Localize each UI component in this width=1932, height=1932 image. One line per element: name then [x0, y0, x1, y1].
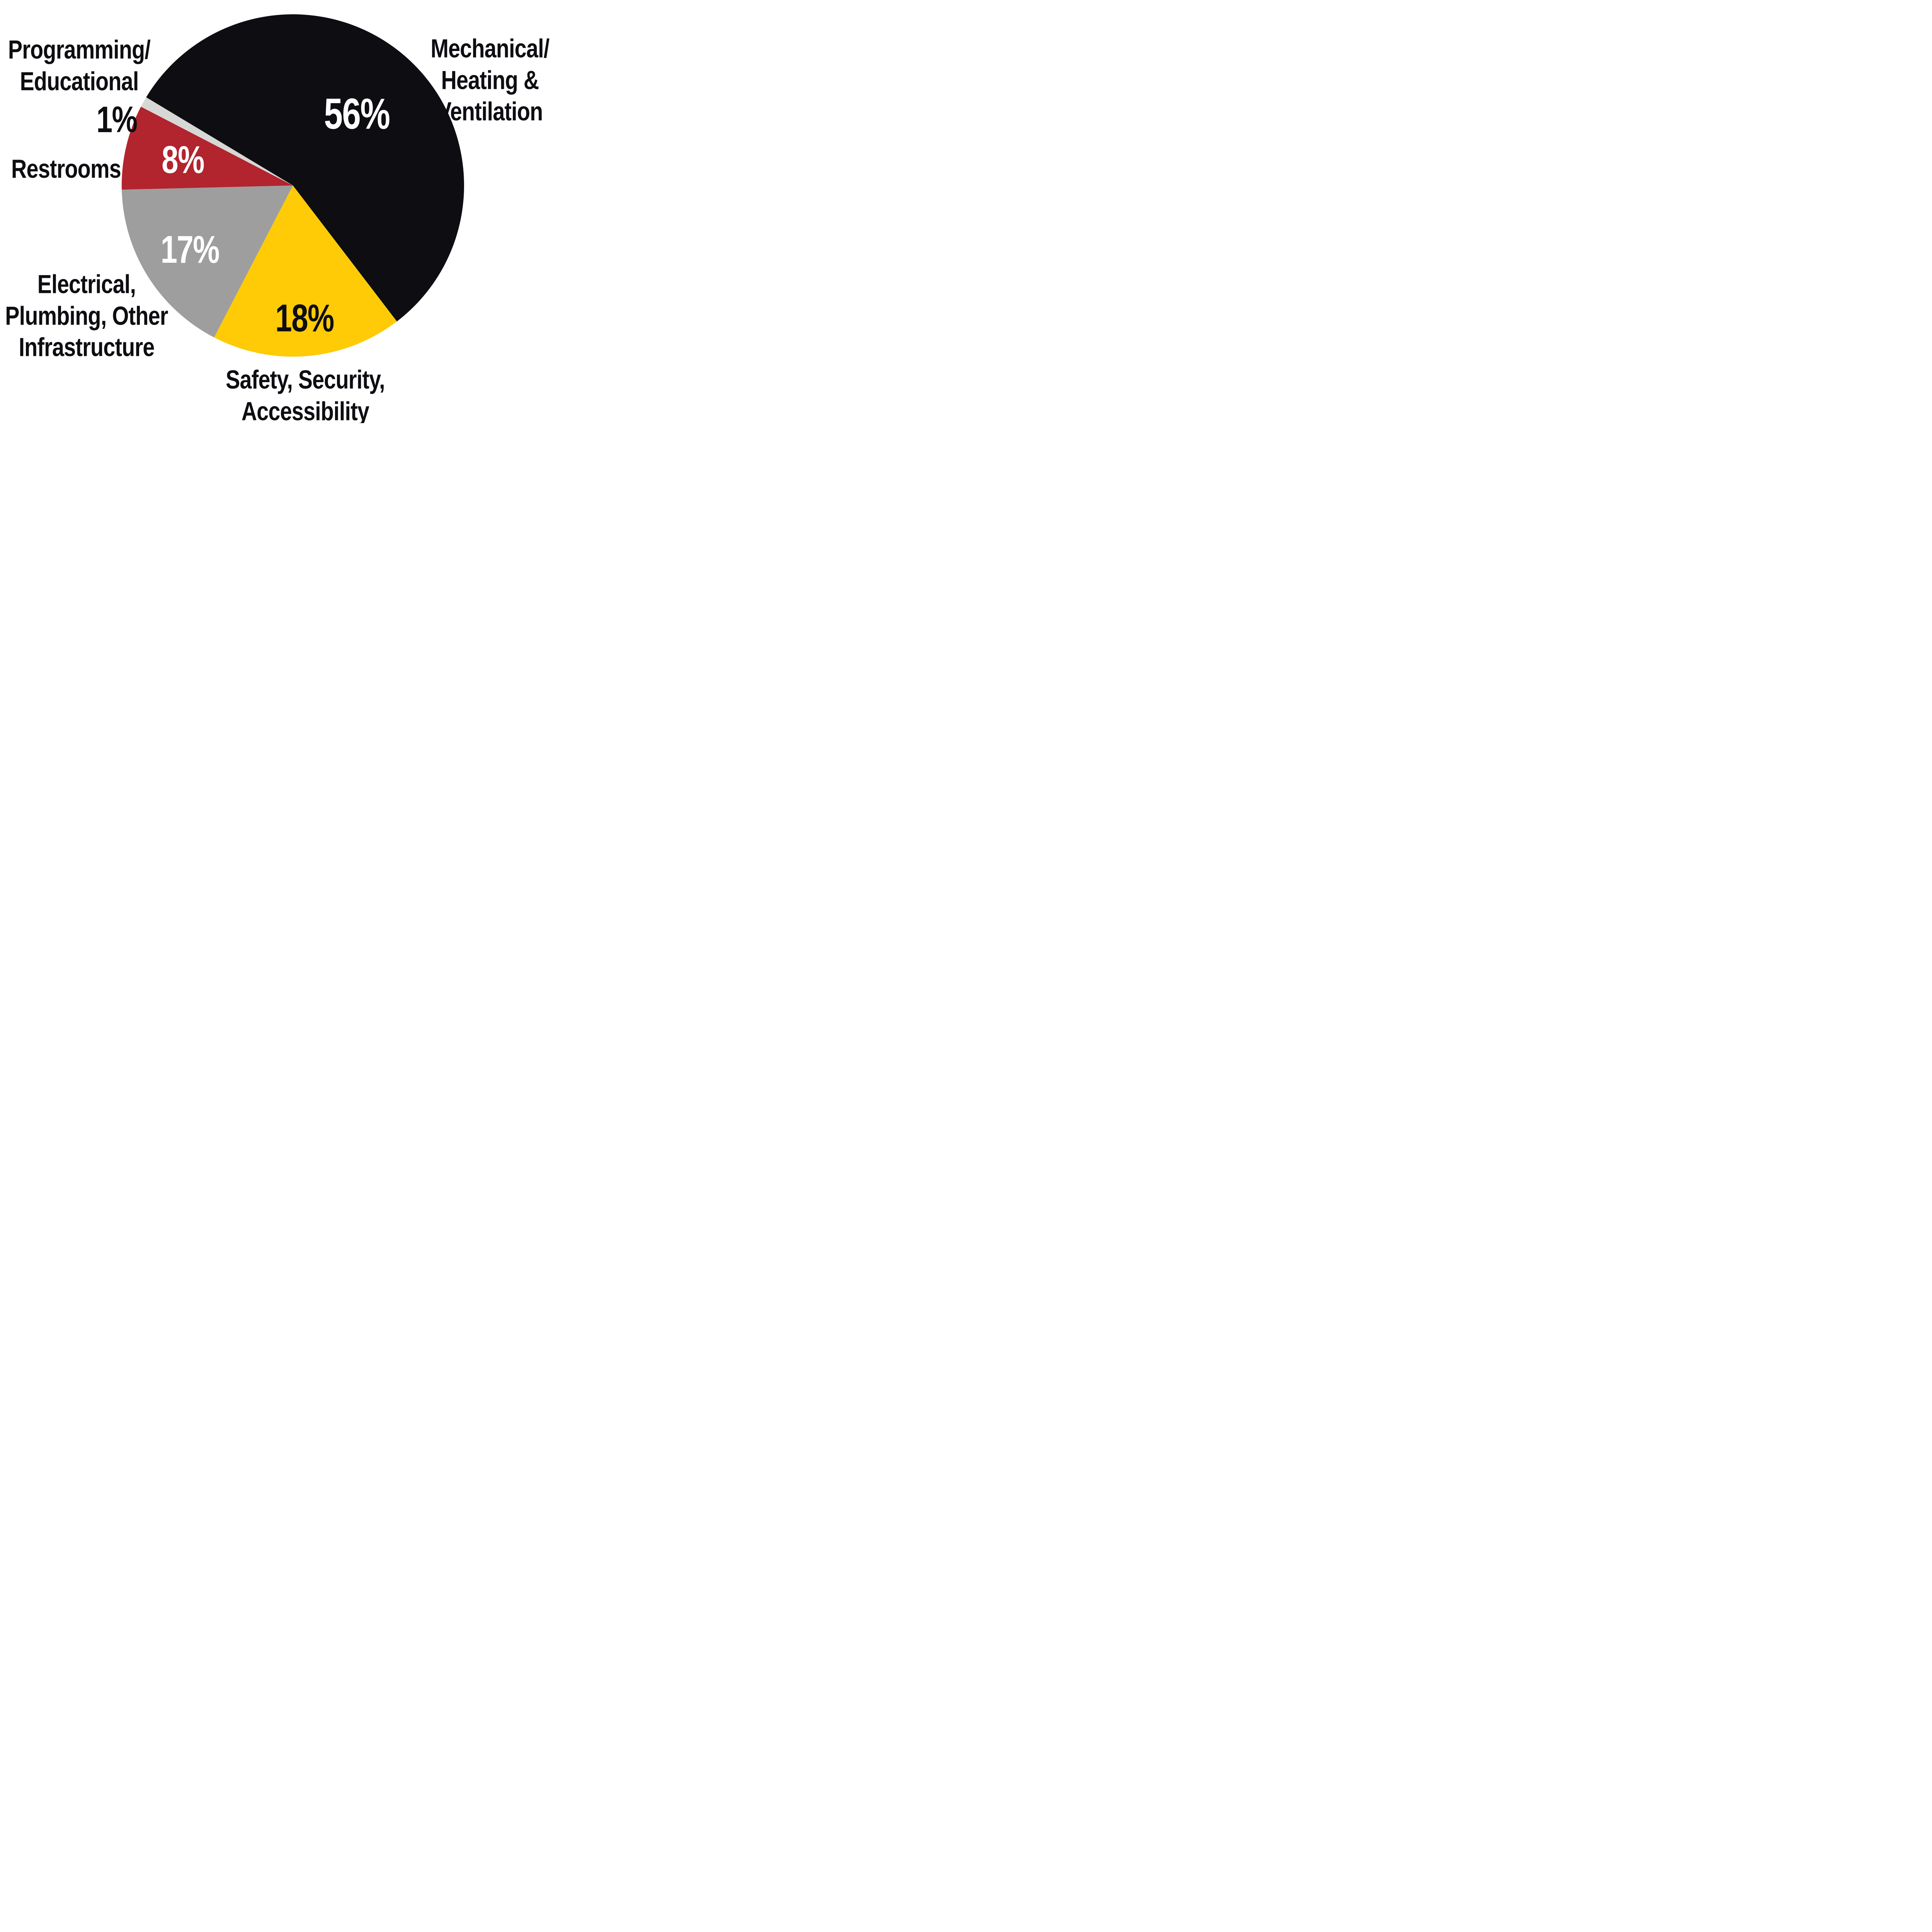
label-electrical-plumbing-infrastructure: Electrical, Plumbing, Other Infrastructu…	[5, 269, 168, 362]
slice-percent-mechanical-heating-ventilation: 56%	[324, 90, 389, 138]
slice-percent-restrooms: 8%	[162, 138, 204, 182]
label-safety-security-accessibility: Safety, Security, Accessibility	[226, 365, 385, 423]
label-programming-educational: Programming/ Educational	[8, 35, 151, 96]
pie-slice-restrooms	[121, 107, 293, 190]
pie-slice-safety-security-accessibility	[214, 185, 397, 357]
pie-slice-electrical-plumbing-infrastructure	[122, 185, 293, 338]
slice-percent-safety-security-accessibility: 18%	[275, 297, 333, 340]
label-mechanical-heating-ventilation: Mechanical/ Heating & Ventilation	[430, 34, 549, 126]
label-restrooms: Restrooms	[11, 154, 121, 184]
pie-infographic: 56% 18% 17% 8% Programming/ Educational 1% …	[0, 0, 556, 423]
slice-percent-electrical-plumbing-infrastructure: 17%	[161, 228, 219, 272]
pie-chart: 56% 18% 17% 8%	[121, 14, 464, 357]
percent-label-programming-educational: 1%	[96, 99, 138, 140]
pie-slice-mechanical-heating-ventilation	[146, 14, 464, 321]
pie-slice-programming-educational	[141, 97, 293, 185]
